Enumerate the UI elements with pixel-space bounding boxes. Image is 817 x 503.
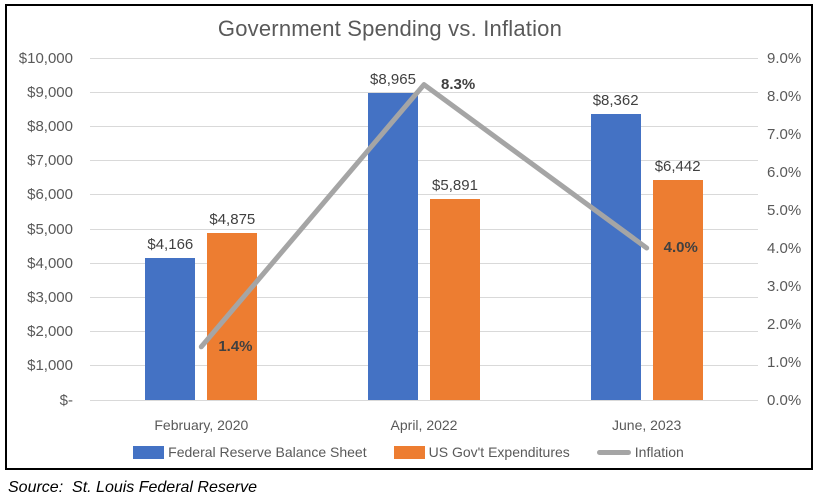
secondary-axis-tick-label: 3.0% — [767, 277, 802, 295]
bar-value-label: $6,442 — [654, 157, 701, 175]
source-note: Source: St. Louis Federal Reserve — [8, 479, 258, 496]
secondary-axis-tick-label: 1.0% — [767, 353, 802, 371]
legend-label: US Gov't Expenditures — [428, 444, 570, 460]
x-axis-category-label: April, 2022 — [390, 417, 458, 433]
legend-label: Inflation — [634, 444, 684, 460]
bar-value-label: $8,965 — [370, 71, 416, 89]
gridline — [90, 399, 758, 401]
legend-swatch-federal-reserve-balance-sheet — [133, 445, 165, 459]
legend-item-inflation: Inflation — [596, 444, 684, 460]
y-axis-tick-label: $2,000 — [27, 323, 73, 341]
x-axis-category-label: June, 2023 — [612, 417, 682, 433]
y-axis-tick-label: $9,000 — [27, 83, 73, 101]
legend-item-us-gov-t-expenditures: US Gov't Expenditures — [393, 444, 570, 460]
bar-value-label: $4,166 — [147, 235, 194, 253]
gridline — [90, 125, 758, 127]
bar-federal-reserve-balance-sheet — [145, 257, 196, 400]
bar-us-gov-t-expenditures — [652, 179, 703, 400]
y-axis-tick-label: $6,000 — [27, 186, 73, 204]
y-axis-tick-label: $10,000 — [18, 49, 73, 67]
legend: Federal Reserve Balance Sheet US Gov't Ex… — [0, 444, 817, 460]
secondary-axis-tick-label: 2.0% — [767, 315, 802, 333]
secondary-axis-tick-label: 7.0% — [767, 125, 802, 143]
y-axis-tick-label: $7,000 — [27, 152, 73, 170]
y-axis-tick-label: $- — [59, 391, 73, 409]
gridline — [90, 57, 758, 59]
x-axis-category-label: February, 2020 — [154, 417, 249, 433]
legend-swatch-inflation — [596, 449, 631, 455]
secondary-axis-tick-label: 8.0% — [767, 87, 802, 105]
y-axis-tick-label: $8,000 — [27, 117, 73, 135]
secondary-axis-tick-label: 5.0% — [767, 201, 802, 219]
inflation-point-label: 4.0% — [663, 239, 698, 256]
bar-value-label: $8,362 — [592, 92, 639, 110]
secondary-axis-tick-label: 6.0% — [767, 163, 802, 181]
bar-value-label: $4,875 — [209, 211, 256, 229]
bar-us-gov-t-expenditures — [430, 198, 480, 400]
y-axis-tick-label: $3,000 — [27, 288, 73, 306]
bar-value-label: $5,891 — [432, 176, 478, 194]
legend-item-federal-reserve-balance-sheet: Federal Reserve Balance Sheet — [133, 444, 367, 460]
legend-label: Federal Reserve Balance Sheet — [168, 444, 367, 460]
bar-federal-reserve-balance-sheet — [368, 93, 418, 400]
chart-title: Government Spending vs. Inflation — [217, 16, 563, 41]
inflation-point-label: 8.3% — [441, 75, 476, 93]
bar-us-gov-t-expenditures — [207, 233, 258, 400]
secondary-axis-tick-label: 4.0% — [767, 239, 802, 257]
y-axis-tick-label: $1,000 — [27, 357, 73, 375]
y-axis-tick-label: $4,000 — [27, 254, 73, 272]
y-axis-tick-label: $5,000 — [27, 220, 73, 238]
secondary-axis-tick-label: 9.0% — [767, 49, 802, 67]
secondary-axis-tick-label: 0.0% — [767, 391, 802, 409]
legend-swatch-us-gov-t-expenditures — [393, 445, 425, 459]
gridline — [90, 365, 758, 367]
inflation-point-label: 1.4% — [218, 337, 253, 355]
